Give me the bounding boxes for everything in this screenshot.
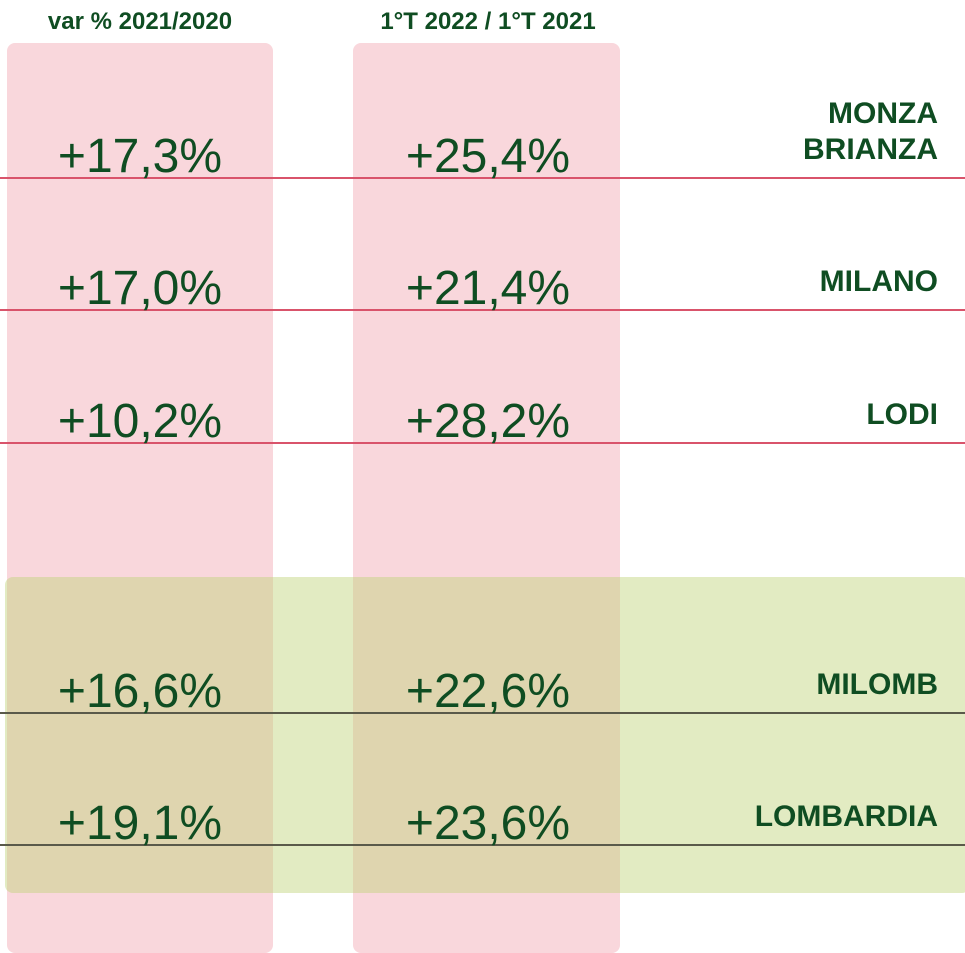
column-band	[7, 43, 273, 953]
row-label: BRIANZA	[803, 133, 938, 166]
value: +21,4%	[405, 262, 571, 315]
value: +28,2%	[405, 395, 571, 448]
row-label: LOMBARDIA	[754, 800, 938, 833]
column-header: var % 2021/2020	[47, 8, 233, 35]
summary-band	[5, 577, 965, 893]
value: +19,1%	[57, 797, 223, 850]
value: +23,6%	[405, 797, 571, 850]
row-rule	[0, 844, 965, 846]
row-rule	[0, 177, 965, 179]
row-rule	[0, 712, 965, 714]
row-rule	[0, 309, 965, 311]
row-label: MONZA	[828, 97, 938, 130]
row-label: MILANO	[819, 265, 938, 298]
row-label: LODI	[866, 398, 938, 431]
value: +25,4%	[405, 130, 571, 183]
value: +10,2%	[57, 395, 223, 448]
value: +17,0%	[57, 262, 223, 315]
column-header: 1°T 2022 / 1°T 2021	[380, 8, 596, 35]
value: +16,6%	[57, 665, 223, 718]
value: +17,3%	[57, 130, 223, 183]
value: +22,6%	[405, 665, 571, 718]
row-label: MILOMB	[816, 668, 938, 701]
column-band	[353, 43, 620, 953]
row-rule	[0, 442, 965, 444]
